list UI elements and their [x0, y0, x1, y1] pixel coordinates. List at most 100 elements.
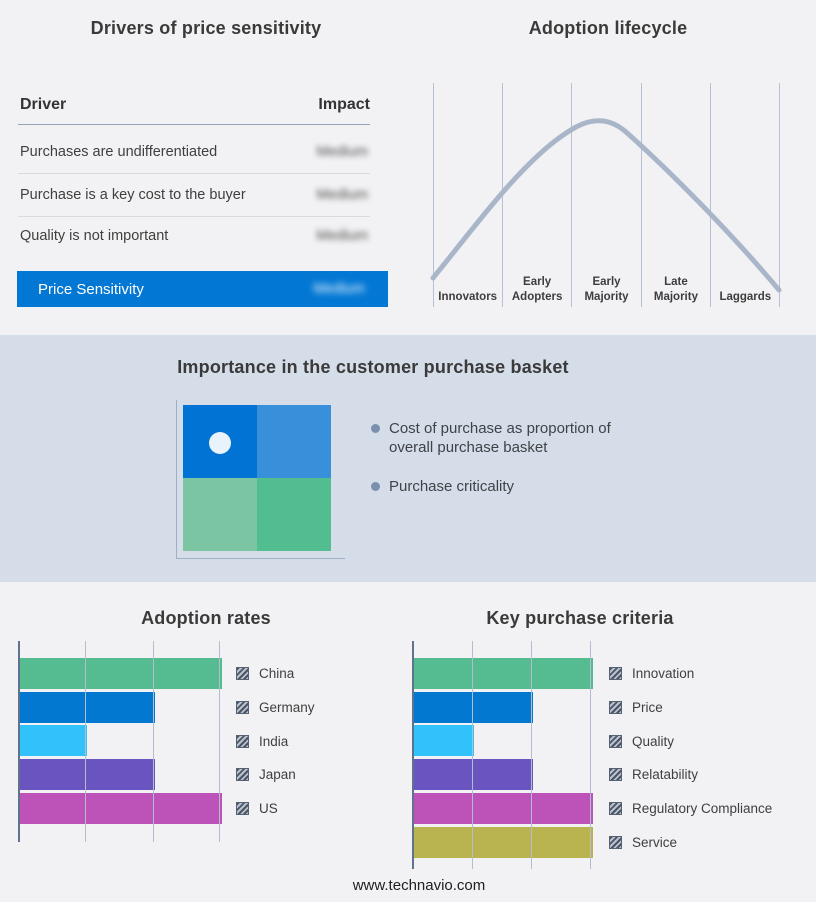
stage-label: Early Adopters [511, 276, 563, 304]
stage-label: Innovators [438, 291, 498, 304]
purchase-basket-title: Importance in the customer purchase bask… [177, 357, 569, 377]
gridline [219, 641, 220, 842]
legend-label: Quality [632, 733, 675, 749]
legend-label: Service [632, 834, 678, 850]
legend-label: India [259, 733, 289, 749]
adoption-lifecycle-chart [430, 83, 782, 307]
bar-china [20, 658, 222, 689]
adoption-lifecycle-title: Adoption lifecycle [528, 18, 688, 38]
driver-cell: Purchases are undifferentiated [20, 144, 218, 160]
gridline [85, 641, 87, 842]
purchase-basket-band [0, 335, 816, 582]
hatched-swatch-icon [609, 701, 622, 715]
table-row: Quality is not important Medium [20, 225, 368, 247]
bar-regulatory-compliance [414, 792, 593, 824]
lifecycle-stage-labels: Innovators Early Adopters Early Majority… [433, 268, 780, 306]
column-impact: Impact [318, 96, 370, 113]
legend-item: Quality [609, 724, 772, 758]
legend-label: Innovation [632, 666, 695, 682]
quadrant-bottom-right [257, 478, 331, 551]
bullet-text: Cost of purchase as proportion of overal… [389, 420, 611, 456]
quadrant-top-right [257, 405, 331, 478]
adoption-rates-title: Adoption rates [141, 608, 271, 628]
driver-cell: Quality is not important [20, 228, 169, 244]
legend-item: China [236, 657, 315, 691]
legend-label: Japan [259, 767, 296, 783]
bar-quality [414, 725, 474, 757]
bar-us [20, 792, 222, 824]
stage-label: Laggards [719, 291, 772, 304]
key-purchase-criteria-title: Key purchase criteria [486, 608, 674, 628]
bullet-item: Purchase criticality [371, 477, 651, 496]
hatched-swatch-icon [609, 768, 622, 782]
impact-cell-blurred: Medium [316, 228, 368, 244]
position-dot-icon [209, 432, 231, 454]
hatched-swatch-icon [236, 768, 249, 782]
impact-cell-blurred: Medium [316, 144, 368, 160]
bullet-item: Cost of purchase as proportion of overal… [371, 419, 651, 457]
hatched-swatch-icon [609, 667, 622, 681]
row-divider [18, 173, 370, 174]
table-row: Purchase is a key cost to the buyer Medi… [20, 184, 368, 206]
hatched-swatch-icon [609, 802, 622, 816]
quadrant-graphic [183, 405, 331, 551]
price-sensitivity-summary-row: Price Sensitivity Medium [17, 271, 388, 307]
legend-label: China [259, 666, 295, 682]
y-axis-line [18, 641, 20, 842]
key-purchase-criteria-legend: Innovation Price Quality Relatability Regula… [609, 657, 772, 859]
legend-item: Price [609, 691, 772, 725]
hatched-swatch-icon [236, 802, 249, 816]
legend-item: Relatability [609, 758, 772, 792]
bell-curve [430, 118, 782, 293]
lifecycle-gridlines [433, 83, 780, 307]
bar-service [414, 826, 593, 858]
adoption-rates-plot [18, 641, 222, 842]
legend-item: Regulatory Compliance [609, 792, 772, 826]
bullet-icon [371, 424, 380, 433]
bar-germany [20, 691, 155, 723]
y-axis-line [412, 641, 414, 869]
legend-item: Japan [236, 758, 315, 792]
bar-relatability [414, 759, 534, 791]
legend-item: India [236, 724, 315, 758]
drivers-table-header: Driver Impact [20, 96, 370, 114]
purchase-basket-bullets: Cost of purchase as proportion of overal… [371, 419, 651, 516]
hatched-swatch-icon [236, 701, 249, 715]
bar-innovation [414, 658, 593, 689]
summary-impact-blurred: Medium [313, 281, 365, 297]
bar-japan [20, 759, 155, 791]
legend-label: Relatability [632, 767, 699, 783]
impact-cell-blurred: Medium [316, 187, 368, 203]
quadrant-bottom-left [183, 478, 257, 551]
row-divider [18, 216, 370, 217]
bullet-icon [371, 482, 380, 491]
bar-price [414, 691, 534, 723]
hatched-swatch-icon [236, 667, 249, 681]
gridline [152, 641, 154, 842]
adoption-rates-legend: China Germany India Japan US [236, 657, 315, 825]
driver-cell: Purchase is a key cost to the buyer [20, 187, 246, 203]
gridline [590, 641, 591, 869]
legend-label: Regulatory Compliance [632, 801, 773, 817]
header-underline [18, 124, 370, 125]
gridline [531, 641, 533, 869]
legend-item: Germany [236, 691, 315, 725]
stage-label: Early Majority [584, 276, 629, 304]
summary-label: Price Sensitivity [38, 280, 144, 298]
bullet-text: Purchase criticality [389, 478, 515, 495]
legend-item: US [236, 792, 315, 826]
legend-label: Germany [259, 700, 315, 716]
quadrant-axes [176, 400, 345, 559]
hatched-swatch-icon [609, 835, 622, 849]
stage-label: Late Majority [653, 276, 698, 304]
bar-india [20, 725, 88, 757]
legend-label: US [259, 801, 278, 817]
legend-item: Service [609, 825, 772, 859]
hatched-swatch-icon [609, 734, 622, 748]
hatched-swatch-icon [236, 734, 249, 748]
table-row: Purchases are undifferentiated Medium [20, 141, 368, 163]
legend-item: Innovation [609, 657, 772, 691]
website-url: www.technavio.com [352, 877, 486, 894]
key-purchase-criteria-plot [412, 641, 593, 869]
